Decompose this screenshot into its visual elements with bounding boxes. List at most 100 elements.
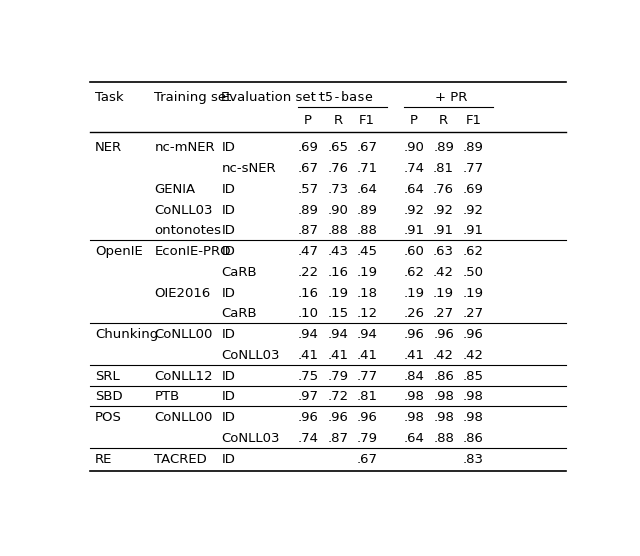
Text: nc-sNER: nc-sNER [221, 162, 276, 175]
Text: ID: ID [221, 183, 236, 196]
Text: ID: ID [221, 225, 236, 237]
Text: .57: .57 [298, 183, 319, 196]
Text: .86: .86 [463, 432, 484, 445]
Text: .65: .65 [328, 141, 348, 155]
Text: .41: .41 [356, 349, 377, 362]
Text: .88: .88 [433, 432, 454, 445]
Text: .71: .71 [356, 162, 377, 175]
Text: ID: ID [221, 203, 236, 217]
Text: .15: .15 [327, 307, 349, 320]
Text: .42: .42 [433, 349, 454, 362]
Text: CoNLL03: CoNLL03 [154, 203, 213, 217]
Text: .60: .60 [403, 245, 424, 258]
Text: .98: .98 [463, 411, 484, 424]
Text: .26: .26 [403, 307, 424, 320]
Text: .76: .76 [328, 162, 348, 175]
Text: .98: .98 [403, 390, 424, 404]
Text: .96: .96 [433, 328, 454, 341]
Text: ID: ID [221, 390, 236, 404]
Text: Training set: Training set [154, 92, 232, 105]
Text: .74: .74 [298, 432, 319, 445]
Text: .98: .98 [433, 411, 454, 424]
Text: .96: .96 [463, 328, 484, 341]
Text: CoNLL00: CoNLL00 [154, 328, 212, 341]
Text: .85: .85 [463, 370, 484, 383]
Text: CoNLL12: CoNLL12 [154, 370, 213, 383]
Text: CoNLL00: CoNLL00 [154, 411, 212, 424]
Text: .64: .64 [356, 183, 377, 196]
Text: ID: ID [221, 370, 236, 383]
Text: .90: .90 [328, 203, 348, 217]
Text: .62: .62 [403, 266, 424, 279]
Text: .69: .69 [463, 183, 484, 196]
Text: .92: .92 [433, 203, 454, 217]
Text: .98: .98 [433, 390, 454, 404]
Text: .89: .89 [433, 141, 454, 155]
Text: .67: .67 [298, 162, 319, 175]
Text: TACRED: TACRED [154, 453, 207, 466]
Text: P: P [304, 114, 312, 127]
Text: CaRB: CaRB [221, 307, 257, 320]
Text: .64: .64 [403, 432, 424, 445]
Text: .96: .96 [328, 411, 348, 424]
Text: .50: .50 [463, 266, 484, 279]
Text: EconIE-PRO: EconIE-PRO [154, 245, 231, 258]
Text: CoNLL03: CoNLL03 [221, 349, 280, 362]
Text: .96: .96 [356, 411, 377, 424]
Text: .87: .87 [328, 432, 348, 445]
Text: .76: .76 [433, 183, 454, 196]
Text: .72: .72 [327, 390, 349, 404]
Text: .98: .98 [403, 411, 424, 424]
Text: Evaluation set: Evaluation set [221, 92, 316, 105]
Text: SRL: SRL [95, 370, 120, 383]
Text: .75: .75 [298, 370, 319, 383]
Text: POS: POS [95, 411, 122, 424]
Text: P: P [410, 114, 418, 127]
Text: .74: .74 [403, 162, 424, 175]
Text: .64: .64 [403, 183, 424, 196]
Text: .62: .62 [463, 245, 484, 258]
Text: .92: .92 [403, 203, 424, 217]
Text: OIE2016: OIE2016 [154, 287, 211, 300]
Text: .42: .42 [463, 349, 484, 362]
Text: .88: .88 [328, 225, 348, 237]
Text: CaRB: CaRB [221, 266, 257, 279]
Text: F1: F1 [465, 114, 481, 127]
Text: .19: .19 [403, 287, 424, 300]
Text: .22: .22 [298, 266, 319, 279]
Text: .94: .94 [298, 328, 319, 341]
Text: .67: .67 [356, 453, 377, 466]
Text: SBD: SBD [95, 390, 122, 404]
Text: .77: .77 [356, 370, 377, 383]
Text: .84: .84 [403, 370, 424, 383]
Text: .43: .43 [328, 245, 348, 258]
Text: .27: .27 [463, 307, 484, 320]
Text: .89: .89 [356, 203, 377, 217]
Text: .89: .89 [298, 203, 319, 217]
Text: ID: ID [221, 453, 236, 466]
Text: .79: .79 [356, 432, 377, 445]
Text: ID: ID [221, 411, 236, 424]
Text: .73: .73 [327, 183, 349, 196]
Text: .41: .41 [403, 349, 424, 362]
Text: .16: .16 [328, 266, 348, 279]
Text: .42: .42 [433, 266, 454, 279]
Text: R: R [439, 114, 448, 127]
Text: ID: ID [221, 328, 236, 341]
Text: CoNLL03: CoNLL03 [221, 432, 280, 445]
Text: ID: ID [221, 141, 236, 155]
Text: .91: .91 [433, 225, 454, 237]
Text: NER: NER [95, 141, 122, 155]
Text: .96: .96 [403, 328, 424, 341]
Text: ID: ID [221, 245, 236, 258]
Text: R: R [333, 114, 342, 127]
Text: .91: .91 [463, 225, 484, 237]
Text: .96: .96 [298, 411, 319, 424]
Text: .79: .79 [328, 370, 348, 383]
Text: .67: .67 [356, 141, 377, 155]
Text: .69: .69 [298, 141, 319, 155]
Text: .19: .19 [328, 287, 348, 300]
Text: .97: .97 [298, 390, 319, 404]
Text: ID: ID [221, 287, 236, 300]
Text: + PR: + PR [435, 92, 467, 105]
